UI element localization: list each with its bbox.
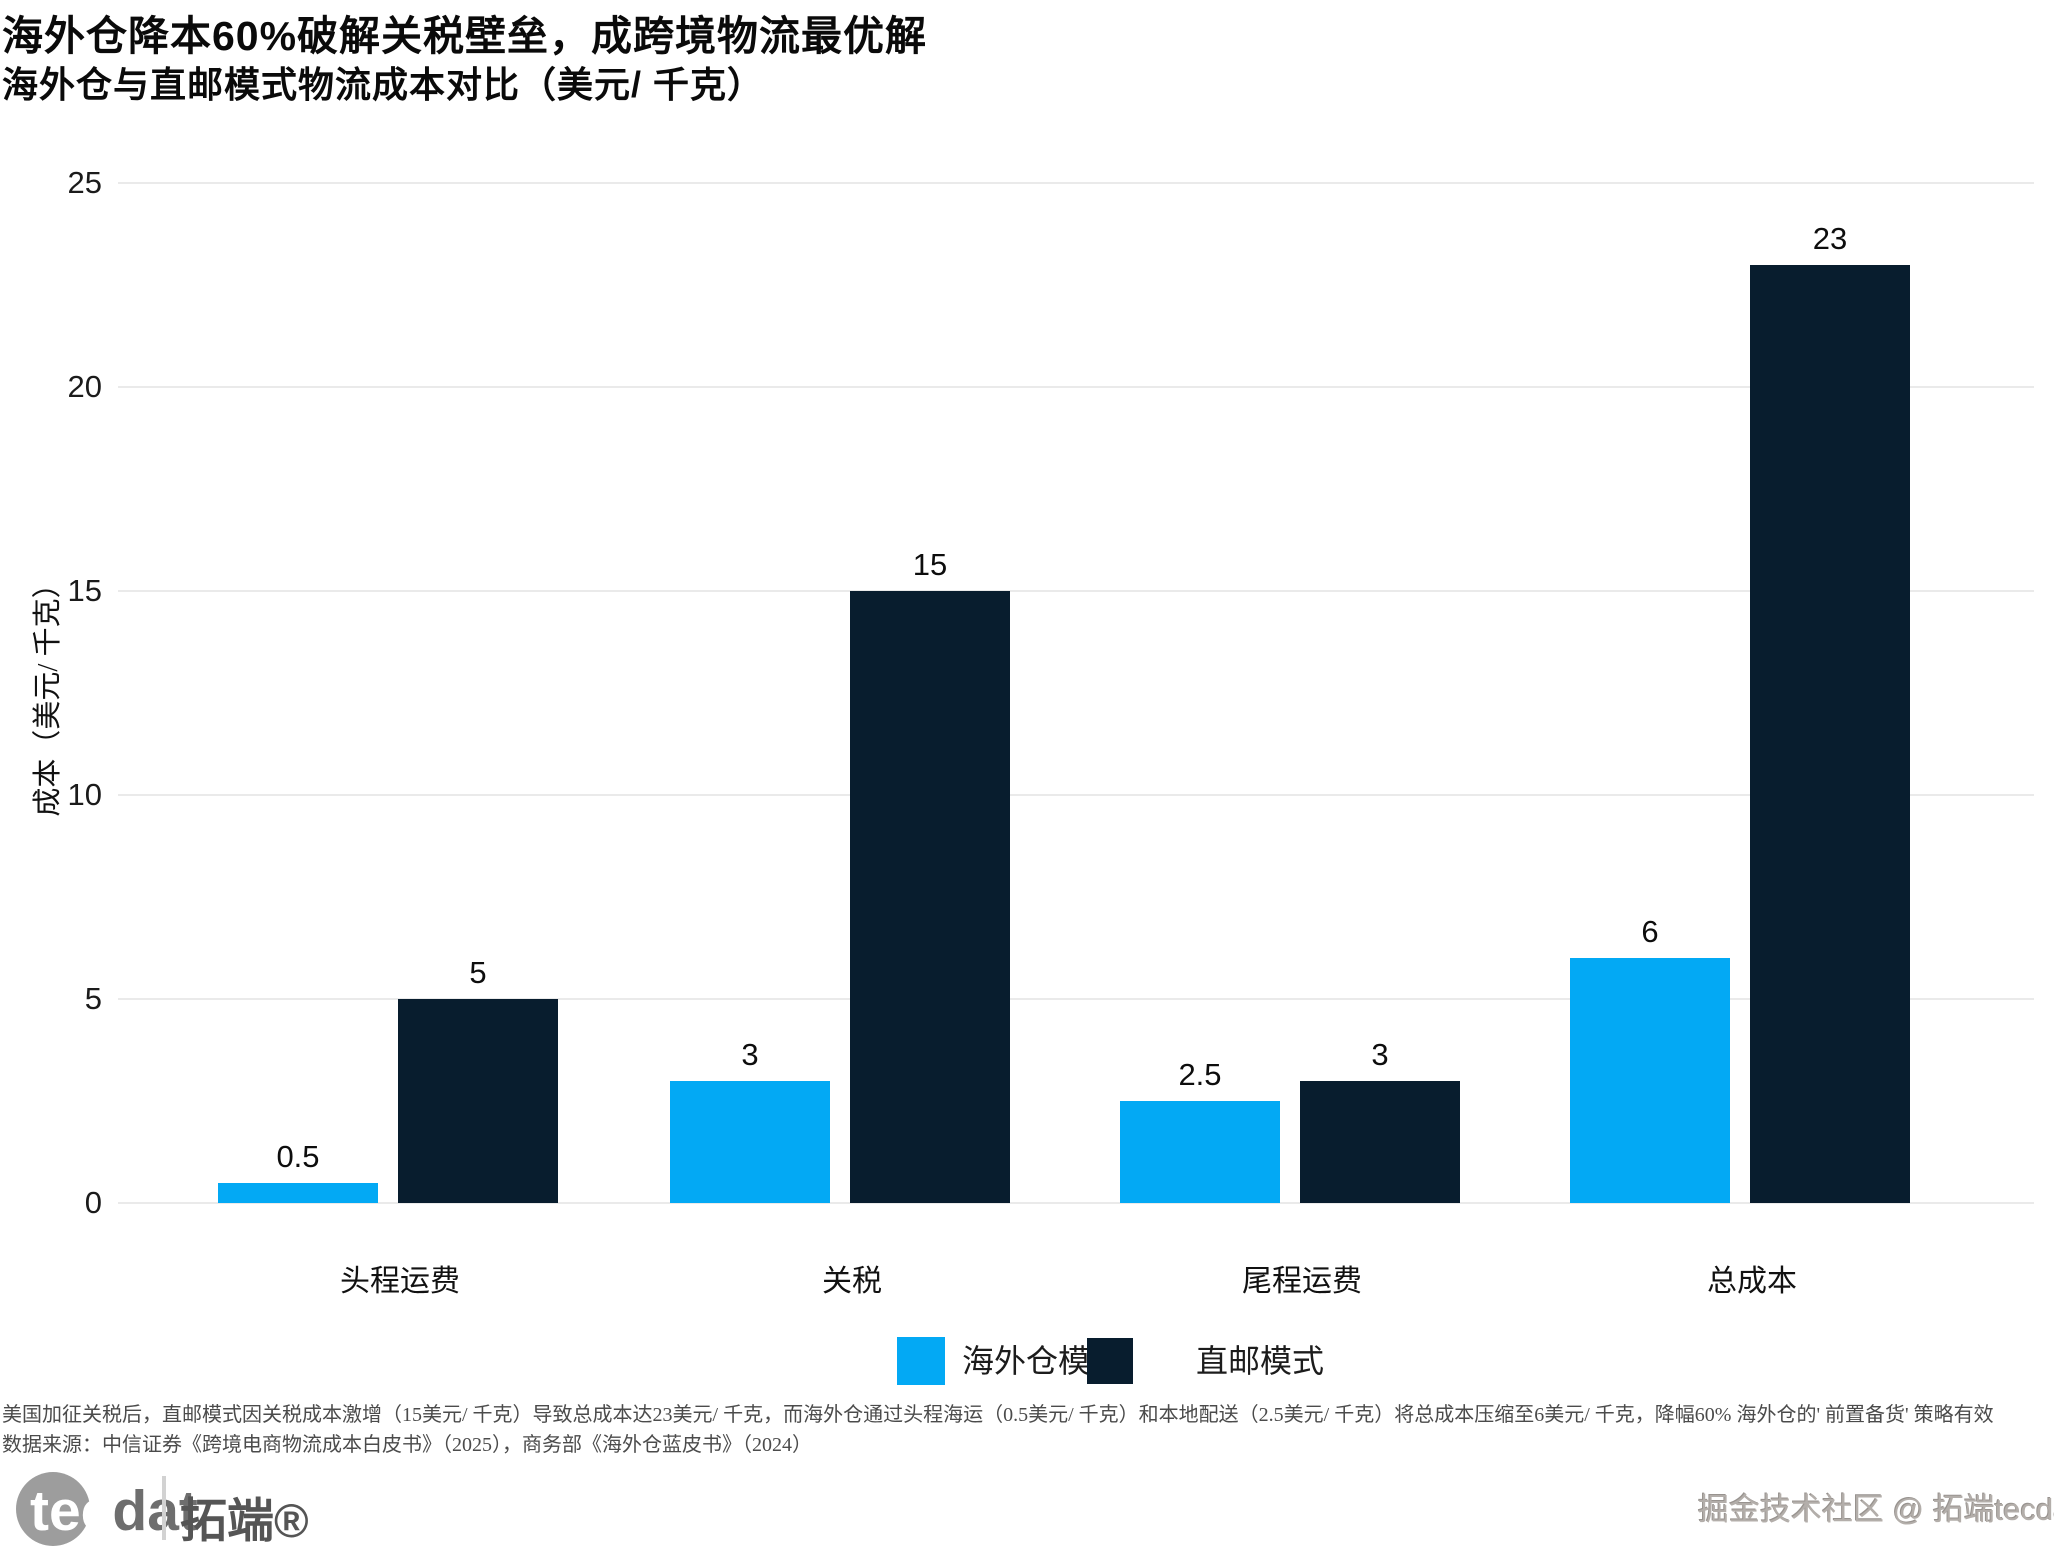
y-tick-label-25: 25 (67, 165, 102, 200)
x-category-label-尾程运费: 尾程运费 (1242, 1265, 1362, 1298)
bar-直邮模式-总成本 (1750, 264, 1910, 1203)
bar-直邮模式-头程运费 (398, 999, 558, 1203)
gridline-y-10 (118, 794, 2034, 796)
footnote-source: 数据来源：中信证券《跨境电商物流成本白皮书》（2025），商务部《海外仓蓝皮书》… (2, 1434, 812, 1456)
y-tick-label-15: 15 (67, 573, 102, 608)
logo-divider (162, 1476, 166, 1540)
bar-value-label-海外仓模式-尾程运费: 2.5 (1178, 1057, 1222, 1092)
y-axis-label: 成本（美元/ 千克） (32, 569, 64, 817)
y-tick-label-5: 5 (84, 981, 102, 1016)
logo-dat-text: dat (112, 1479, 198, 1543)
bar-海外仓模式-总成本 (1570, 958, 1730, 1203)
plot-area: 0 5 10 15 20 25 0.5 5 3 15 2.5 3 6 23 (68, 165, 2034, 1220)
gridline-y-0 (118, 1202, 2034, 1204)
y-tick-label-20: 20 (67, 369, 102, 404)
watermark: 掘金技术社区 @ 拓端tecdat (1698, 1492, 2054, 1527)
legend-swatch-direct-mail (1087, 1338, 1133, 1384)
gridline-y-25 (118, 182, 2034, 184)
page-title: 海外仓降本60%破解关税壁垒，成跨境物流最优解 (2, 13, 928, 59)
x-category-label-总成本: 总成本 (1707, 1265, 1797, 1298)
logo-chinese-name: 拓端® (180, 1494, 309, 1547)
x-category-label-头程运费: 头程运费 (340, 1265, 460, 1298)
chart-subtitle: 海外仓与直邮模式物流成本对比（美元/ 千克） (2, 64, 765, 105)
logo-wordmark: tecdat (30, 1478, 198, 1544)
bar-value-label-海外仓模式-头程运费: 0.5 (276, 1138, 320, 1174)
bar-value-label-直邮模式-总成本: 23 (1812, 220, 1848, 256)
x-category-label-关税: 关税 (822, 1265, 882, 1298)
bar-海外仓模式-头程运费 (218, 1182, 378, 1203)
bar-value-label-直邮模式-尾程运费: 3 (1371, 1036, 1389, 1072)
bar-直邮模式-尾程运费 (1300, 1080, 1460, 1203)
bar-海外仓模式-尾程运费 (1120, 1101, 1280, 1203)
bar-海外仓模式-关税 (670, 1080, 830, 1203)
gridline-y-15 (118, 590, 2034, 592)
bar-直邮模式-关税 (850, 591, 1010, 1203)
logo-tec-text: tec (30, 1479, 113, 1543)
y-tick-label-0: 0 (84, 1185, 102, 1220)
logo-circle (16, 1472, 90, 1546)
legend-swatch-overseas-warehouse (897, 1337, 945, 1385)
footnote-analysis: 美国加征关税后，直邮模式因关税成本激增（15美元/ 千克）导致总成本达23美元/… (2, 1404, 1994, 1426)
y-tick-label-10: 10 (67, 777, 102, 812)
legend-label-direct-mail: 直邮模式 (1196, 1343, 1325, 1379)
gridline-y-20 (118, 386, 2034, 388)
gridline-y-5 (118, 998, 2034, 1000)
bar-value-label-直邮模式-头程运费: 5 (469, 955, 487, 990)
bar-value-label-海外仓模式-关税: 3 (741, 1036, 759, 1072)
bar-value-label-海外仓模式-总成本: 6 (1641, 914, 1659, 950)
bar-value-label-直邮模式-关税: 15 (912, 547, 948, 582)
